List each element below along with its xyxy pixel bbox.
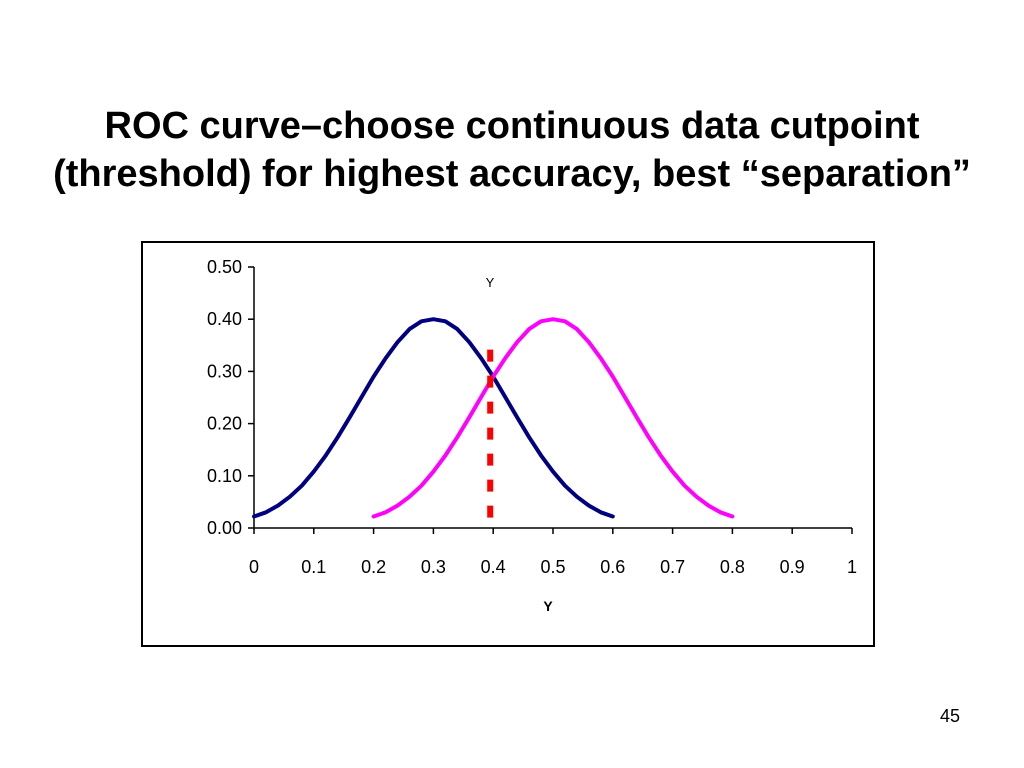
y-tick-label: 0.40 [207,309,242,329]
x-axis: 0 0.1 0.2 0.3 0.4 0.5 0.6 0.7 0.8 0.9 1 [249,527,857,577]
slide-title-line1: ROC curve–choose continuous data cutpoin… [104,105,920,147]
page-number: 45 [939,706,961,726]
series-layer [252,317,735,519]
y-tick-label: 0.00 [207,518,242,538]
x-tick-label: 1 [847,557,857,577]
roc-density-chart: 0.00 0.10 0.20 0.30 0.40 0.50 0 0.1 0.2 0.3 0.4 0.… [207,257,857,614]
x-tick-label: 0.7 [660,557,685,577]
slide-title: ROC curve–choose continuous data cutpoin… [0,102,1024,198]
x-tick-label: 0.6 [600,557,625,577]
slide-title-line2: (threshold) for highest accuracy, best “… [53,153,971,195]
y-tick-label: 0.10 [207,466,242,486]
chart-title: Y [486,275,495,290]
y-tick-label: 0.20 [207,414,242,434]
x-tick-label: 0.3 [421,557,446,577]
series-line-navy [252,317,615,519]
y-tick-label: 0.50 [207,257,242,277]
x-tick-label: 0.4 [481,557,506,577]
chart-frame: 0.00 0.10 0.20 0.30 0.40 0.50 0 0.1 0.2 0.3 0.4 0.… [141,241,875,647]
x-tick-label: 0.8 [720,557,745,577]
x-axis-label: Y [543,598,553,614]
series-line-magenta [371,317,735,519]
x-tick-label: 0.9 [780,557,805,577]
x-tick-label: 0.2 [361,557,386,577]
y-axis: 0.00 0.10 0.20 0.30 0.40 0.50 [207,257,255,538]
x-tick-label: 0.1 [301,557,326,577]
x-tick-label: 0.5 [540,557,565,577]
y-tick-label: 0.30 [207,361,242,381]
x-tick-label: 0 [249,557,259,577]
